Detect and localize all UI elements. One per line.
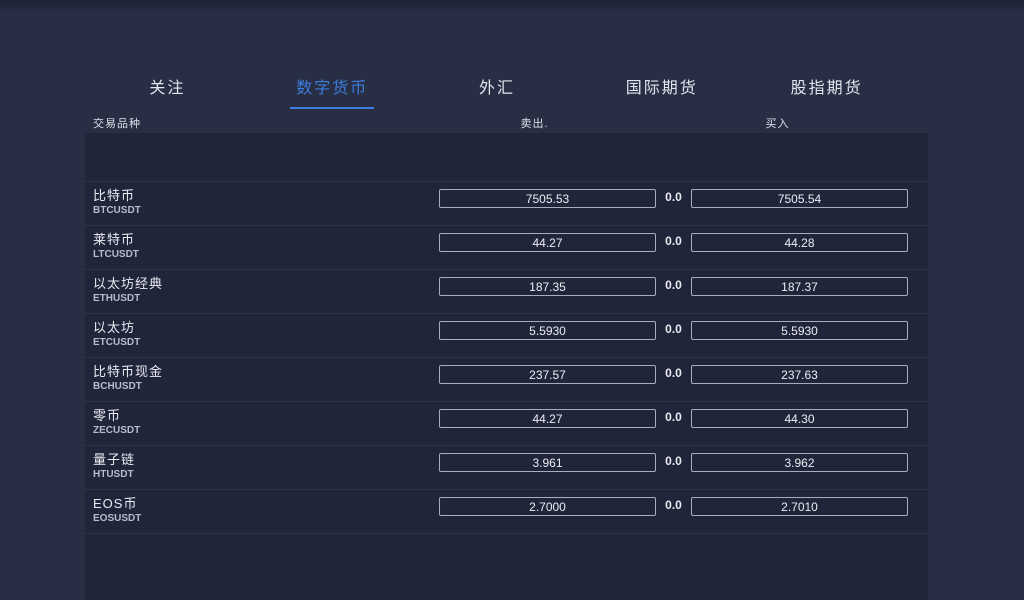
buy-price-button[interactable]: 44.28 <box>691 233 908 252</box>
tab-label: 国际期货 <box>625 80 698 97</box>
buy-price-button[interactable]: 237.63 <box>691 365 908 384</box>
header-buy: 买入 <box>765 117 790 130</box>
header-instrument: 交易品种 <box>93 117 141 130</box>
buy-price-button[interactable]: 7505.54 <box>691 189 908 208</box>
tab-label: 关注 <box>149 80 186 97</box>
sell-price-button[interactable]: 5.5930 <box>439 321 656 340</box>
instrument-symbol: HTUSDT <box>93 469 134 480</box>
instrument-symbol: ETHUSDT <box>93 293 141 304</box>
instrument-symbol: BCHUSDT <box>93 381 142 392</box>
buy-price-button[interactable]: 3.962 <box>691 453 908 472</box>
instrument-symbol: ETCUSDT <box>93 337 141 348</box>
top-gradient-strip <box>0 0 1024 14</box>
market-category-tabs: 关注 数字货币 外汇 国际期货 股指期货 <box>85 72 909 109</box>
instrument-symbol: ZECUSDT <box>93 425 141 436</box>
panel-lead-gap <box>85 133 928 181</box>
instrument-info: 莱特币 LTCUSDT <box>85 226 439 261</box>
spread-value: 0.0 <box>665 498 682 512</box>
instrument-info: 比特币现金 BCHUSDT <box>85 358 439 393</box>
buy-price-button[interactable]: 187.37 <box>691 277 908 296</box>
sell-price-button[interactable]: 187.35 <box>439 277 656 296</box>
sell-price-button[interactable]: 44.27 <box>439 409 656 428</box>
instrument-name: 以太坊经典 <box>93 276 164 291</box>
instrument-row[interactable]: 莱特币 LTCUSDT 44.27 0.0 44.28 <box>85 225 928 269</box>
instrument-row[interactable]: 以太坊经典 ETHUSDT 187.35 0.0 187.37 <box>85 269 928 313</box>
instrument-info: 量子链 HTUSDT <box>85 446 439 481</box>
tab-label: 股指期货 <box>790 80 863 97</box>
spread-value: 0.0 <box>665 366 682 380</box>
instrument-row[interactable]: 比特币现金 BCHUSDT 237.57 0.0 237.63 <box>85 357 928 401</box>
list-end-separator <box>85 533 928 534</box>
buy-price-button[interactable]: 5.5930 <box>691 321 908 340</box>
instrument-row[interactable]: 以太坊 ETCUSDT 5.5930 0.0 5.5930 <box>85 313 928 357</box>
sell-price-button[interactable]: 7505.53 <box>439 189 656 208</box>
spread-value: 0.0 <box>665 322 682 336</box>
instrument-row[interactable]: EOS币 EOSUSDT 2.7000 0.0 2.7010 <box>85 489 928 533</box>
spread-value: 0.0 <box>665 234 682 248</box>
instrument-info: 以太坊经典 ETHUSDT <box>85 270 439 305</box>
quote-table-header: 交易品种 卖出. 买入 <box>85 112 928 133</box>
instrument-symbol: BTCUSDT <box>93 205 141 216</box>
buy-price-button[interactable]: 44.30 <box>691 409 908 428</box>
instrument-row[interactable]: 量子链 HTUSDT 3.961 0.0 3.962 <box>85 445 928 489</box>
tab-label: 数字货币 <box>290 72 375 109</box>
sell-price-button[interactable]: 3.961 <box>439 453 656 472</box>
tab-0[interactable]: 关注 <box>85 72 250 106</box>
instrument-row[interactable]: 比特币 BTCUSDT 7505.53 0.0 7505.54 <box>85 181 928 225</box>
instrument-info: 以太坊 ETCUSDT <box>85 314 439 349</box>
sell-price-button[interactable]: 44.27 <box>439 233 656 252</box>
spread-value: 0.0 <box>665 190 682 204</box>
instrument-row[interactable]: 零币 ZECUSDT 44.27 0.0 44.30 <box>85 401 928 445</box>
tab-label: 外汇 <box>478 80 515 97</box>
instrument-info: 零币 ZECUSDT <box>85 402 439 437</box>
buy-price-button[interactable]: 2.7010 <box>691 497 908 516</box>
quote-panel: 比特币 BTCUSDT 7505.53 0.0 7505.54 莱特币 LTCU… <box>85 133 928 600</box>
header-sell: 卖出. <box>520 117 549 130</box>
instrument-name: 莱特币 <box>93 232 136 247</box>
instrument-name: 比特币现金 <box>93 364 164 379</box>
instrument-name: 零币 <box>93 408 122 423</box>
instrument-info: 比特币 BTCUSDT <box>85 182 439 217</box>
instrument-name: 比特币 <box>93 188 136 203</box>
instrument-symbol: EOSUSDT <box>93 513 142 524</box>
tab-2[interactable]: 外汇 <box>415 72 580 106</box>
spread-value: 0.0 <box>665 278 682 292</box>
instrument-list: 比特币 BTCUSDT 7505.53 0.0 7505.54 莱特币 LTCU… <box>85 181 928 533</box>
instrument-info: EOS币 EOSUSDT <box>85 490 439 525</box>
spread-value: 0.0 <box>665 454 682 468</box>
sell-price-button[interactable]: 2.7000 <box>439 497 656 516</box>
instrument-name: EOS币 <box>93 496 138 511</box>
tab-4[interactable]: 股指期货 <box>744 72 909 106</box>
tab-active[interactable]: 数字货币 <box>250 72 415 109</box>
instrument-name: 以太坊 <box>93 320 136 335</box>
tab-3[interactable]: 国际期货 <box>579 72 744 106</box>
instrument-symbol: LTCUSDT <box>93 249 139 260</box>
instrument-name: 量子链 <box>93 452 136 467</box>
sell-price-button[interactable]: 237.57 <box>439 365 656 384</box>
spread-value: 0.0 <box>665 410 682 424</box>
